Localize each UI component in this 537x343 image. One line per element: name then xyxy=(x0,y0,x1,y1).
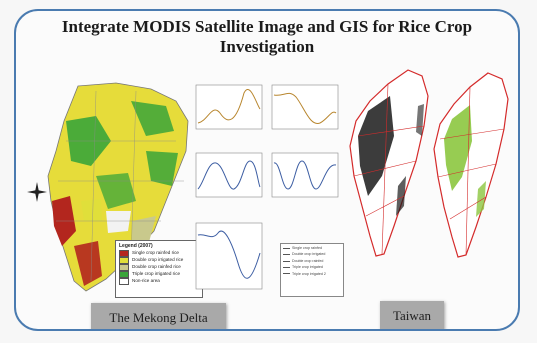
legend-item: Triple crop irrigated rice xyxy=(119,270,199,278)
legend-swatch xyxy=(119,263,129,271)
caption-taiwan: Taiwan xyxy=(380,301,444,329)
plot-legend-line xyxy=(283,273,290,275)
time-series-plots xyxy=(195,84,339,290)
legend-item: Double crop rainfed rice xyxy=(119,263,199,271)
legend-label: Triple crop irrigated rice xyxy=(132,270,181,276)
plot-legend: Single crop rainfed Double crop irrigate… xyxy=(280,243,344,297)
legend-item: Non-rice area xyxy=(119,277,199,285)
plot-legend-label: Triple crop irrigated 2 xyxy=(292,271,326,276)
plot-5 xyxy=(195,222,263,290)
legend-item: Single crop rainfed rice xyxy=(119,249,199,257)
legend-swatch xyxy=(119,270,129,278)
map-legend: Legend (2007) Single crop rainfed rice D… xyxy=(115,240,203,298)
plot-legend-label: Double crop irrigated xyxy=(292,252,326,257)
plot-legend-item: Triple crop irrigated xyxy=(283,264,341,270)
legend-label: Non-rice area xyxy=(132,277,160,283)
plot-legend-item: Single crop rainfed xyxy=(283,245,341,251)
legend-label: Single crop rainfed rice xyxy=(132,249,179,255)
caption-mekong-delta: The Mekong Delta xyxy=(91,303,226,329)
legend-item: Double crop irrigated rice xyxy=(119,256,199,264)
plot-legend-label: Triple crop irrigated xyxy=(292,265,323,270)
plot-legend-line xyxy=(283,260,290,262)
plot-legend-item: Double crop irrigated xyxy=(283,251,341,257)
plot-legend-item: Triple crop irrigated 2 xyxy=(283,271,341,277)
plot-4 xyxy=(271,152,339,198)
legend-label: Double crop rainfed rice xyxy=(132,263,181,269)
taiwan-map-rice-classification xyxy=(433,72,509,258)
legend-swatch xyxy=(119,249,129,257)
plot-1 xyxy=(195,84,263,130)
mekong-delta-map xyxy=(47,82,189,292)
plot-3 xyxy=(195,152,263,198)
compass-rose-icon xyxy=(27,182,47,202)
taiwan-map-rice-density xyxy=(349,69,429,257)
legend-swatch xyxy=(119,277,129,285)
plot-legend-label: Single crop rainfed xyxy=(292,246,322,250)
plot-legend-line xyxy=(283,254,290,256)
plot-legend-label: Double crop rainfed xyxy=(292,258,324,263)
page-title: Integrate MODIS Satellite Image and GIS … xyxy=(61,17,473,56)
legend-label: Double crop irrigated rice xyxy=(132,256,184,262)
poster-panel: Integrate MODIS Satellite Image and GIS … xyxy=(14,9,520,331)
legend-swatch xyxy=(119,256,129,264)
plot-legend-line xyxy=(283,266,290,268)
plot-legend-item: Double crop rainfed xyxy=(283,258,341,264)
plot-2 xyxy=(271,84,339,130)
plot-legend-line xyxy=(283,247,290,249)
map-legend-title: Legend (2007) xyxy=(119,243,153,249)
